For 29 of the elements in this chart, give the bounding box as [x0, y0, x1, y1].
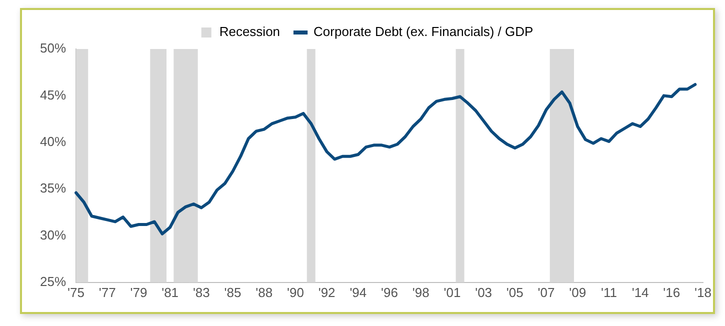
- x-tick-label: '75: [68, 284, 84, 300]
- x-tick-label: '01: [444, 284, 461, 300]
- y-tick-label: 50%: [40, 40, 66, 56]
- x-tick-label: '77: [98, 284, 116, 300]
- x-tick-label: '81: [162, 284, 179, 300]
- x-tick-label: '96: [381, 284, 398, 300]
- y-tick-label: 45%: [40, 87, 66, 102]
- x-tick-label: '11: [600, 284, 617, 300]
- x-tick-label: '03: [475, 284, 492, 300]
- x-tick-label: '05: [506, 284, 524, 300]
- x-tick-label: '16: [663, 284, 680, 300]
- x-tick-label: '94: [350, 284, 367, 300]
- legend-label: Corporate Debt (ex. Financials) / GDP: [314, 24, 534, 40]
- x-tick-label: '83: [192, 284, 210, 300]
- x-tick-label: '98: [412, 284, 430, 300]
- x-tick-label: '14: [632, 284, 649, 300]
- x-tick-label: '88: [256, 284, 273, 300]
- x-tick-label: '85: [224, 284, 242, 300]
- y-tick-label: 30%: [40, 227, 66, 242]
- x-tick-label: '18: [694, 284, 712, 300]
- x-tick-label: '79: [130, 284, 148, 300]
- y-tick-label: 25%: [40, 274, 66, 289]
- x-tick-label: '07: [538, 284, 555, 300]
- x-tick-label: '09: [569, 284, 586, 300]
- legend-label: Recession: [219, 24, 280, 40]
- y-tick-label: 35%: [40, 180, 66, 196]
- x-tick-label: '92: [318, 284, 336, 300]
- y-tick-label: 40%: [40, 134, 66, 149]
- x-tick-label: '90: [286, 284, 304, 300]
